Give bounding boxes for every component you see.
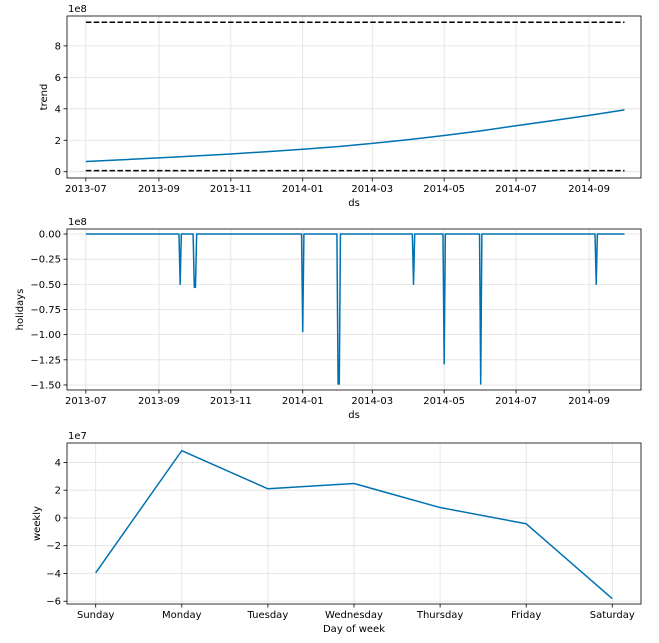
weekly-series-line-0 xyxy=(95,449,613,600)
trend-axes-frame xyxy=(66,15,642,179)
holidays-y-offset-label: 1e8 xyxy=(68,217,87,228)
trend-y-offset-label: 1e8 xyxy=(68,4,87,15)
holidays-y-tick-label: 0.00 xyxy=(39,230,61,241)
holidays-axes-frame xyxy=(66,228,642,391)
trend-x-tick-label: 2014-07 xyxy=(495,184,537,195)
holidays-y-tick-label: −1.00 xyxy=(30,330,61,341)
weekly-x-tick-label: Sunday xyxy=(77,610,114,621)
trend-x-tick-label: 2014-09 xyxy=(568,184,610,195)
holidays-x-tick-label: 2013-07 xyxy=(65,396,107,407)
weekly-x-tick-label: Friday xyxy=(511,610,541,621)
holidays-y-axis-label: holidays xyxy=(15,289,26,331)
holidays-x-tick-label: 2014-09 xyxy=(568,396,610,407)
holidays-y-tick-label: −1.25 xyxy=(30,355,61,366)
holidays-y-tick-label: −0.25 xyxy=(30,255,61,266)
holidays-x-tick-label: 2014-05 xyxy=(423,396,465,407)
weekly-x-tick-label: Monday xyxy=(162,610,202,621)
trend-y-tick-label: 8 xyxy=(55,41,61,52)
holidays-x-axis-label: ds xyxy=(348,410,360,421)
weekly-y-axis-label: weekly xyxy=(32,506,43,541)
weekly-y-tick-label: 2 xyxy=(55,486,61,497)
trend-x-tick-label: 2013-11 xyxy=(210,184,252,195)
trend-y-tick-label: 4 xyxy=(55,104,61,115)
holidays-x-tick-label: 2014-03 xyxy=(351,396,393,407)
holidays-x-tick-label: 2013-09 xyxy=(138,396,180,407)
holidays-x-tick-label: 2014-07 xyxy=(495,396,537,407)
trend-plot-area xyxy=(67,16,641,178)
weekly-x-tick-label: Saturday xyxy=(590,610,635,621)
holidays-x-tick-label: 2013-11 xyxy=(210,396,252,407)
holidays-x-tick-label: 2014-01 xyxy=(282,396,324,407)
holidays-y-tick-label: −0.75 xyxy=(30,305,61,316)
weekly-y-tick-label: −6 xyxy=(46,597,61,608)
trend-x-tick-label: 2013-07 xyxy=(65,184,107,195)
trend-y-tick-label: 0 xyxy=(55,167,61,178)
holidays-y-tick-label: −0.50 xyxy=(30,280,61,291)
trend-x-tick-label: 2013-09 xyxy=(138,184,180,195)
holidays-y-tick-label: −1.50 xyxy=(30,380,61,391)
weekly-x-tick-label: Wednesday xyxy=(325,610,383,621)
weekly-y-tick-label: 0 xyxy=(55,513,61,524)
trend-y-tick-label: 6 xyxy=(55,73,61,84)
holidays-series-line-0 xyxy=(85,233,625,385)
weekly-x-tick-label: Tuesday xyxy=(247,610,289,621)
weekly-y-tick-label: −2 xyxy=(46,541,61,552)
trend-y-tick-label: 2 xyxy=(55,136,61,147)
trend-x-axis-label: ds xyxy=(348,198,360,209)
trend-x-tick-label: 2014-03 xyxy=(351,184,393,195)
weekly-axes-frame xyxy=(66,442,642,605)
weekly-x-tick-label: Thursday xyxy=(416,610,464,621)
trend-x-tick-label: 2014-05 xyxy=(423,184,465,195)
trend-y-axis-label: trend xyxy=(39,84,50,111)
weekly-y-tick-label: 4 xyxy=(55,458,61,469)
weekly-y-offset-label: 1e7 xyxy=(68,431,87,442)
trend-x-tick-label: 2014-01 xyxy=(282,184,324,195)
trend-series-line-0 xyxy=(85,109,625,163)
weekly-x-axis-label: Day of week xyxy=(323,624,385,635)
weekly-y-tick-label: −4 xyxy=(46,569,61,580)
